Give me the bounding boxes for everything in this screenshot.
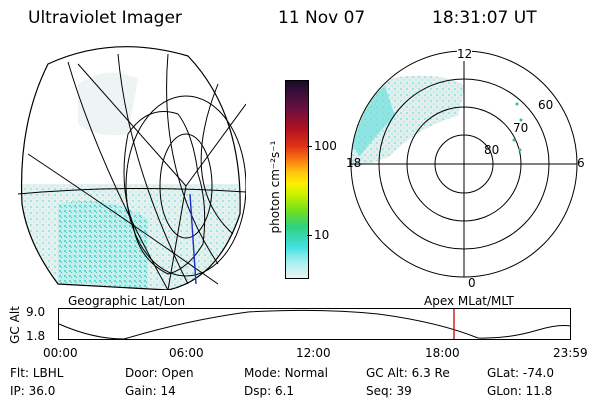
mode-value: Normal [284, 366, 328, 380]
status-mode: Mode: Normal [244, 366, 328, 380]
gcalt-value: 6.3 Re [411, 366, 450, 380]
glat-label: GLat: [487, 366, 520, 380]
status-glon: GLon: 11.8 [487, 384, 552, 398]
colorbar-label-100: 100 [314, 139, 337, 153]
colorbar-label-10: 10 [314, 228, 330, 242]
status-flt: Flt: LBHL [10, 366, 63, 380]
gain-value: 14 [160, 384, 176, 398]
antarctica-outline [123, 111, 206, 275]
flt-label: Flt: [10, 366, 29, 380]
seq-value: 39 [396, 384, 412, 398]
alt-xtick-0600: 06:00 [169, 346, 204, 360]
alt-ytick-9: 9.0 [26, 305, 46, 319]
mlat-label-80: 80 [484, 143, 500, 157]
colorbar-tick-10 [307, 235, 312, 236]
dsp-value: 6.1 [274, 384, 295, 398]
ip-label: IP: [10, 384, 25, 398]
colorbar-tick-100 [307, 146, 312, 147]
date-label: 11 Nov 07 [278, 8, 366, 28]
altitude-plot [58, 308, 572, 340]
door-label: Door: [125, 366, 158, 380]
mlat-label-70: 70 [513, 121, 529, 135]
mode-label: Mode: [244, 366, 281, 380]
glon-value: 11.8 [525, 384, 553, 398]
ip-value: 36.0 [28, 384, 56, 398]
mlat-label-60: 60 [538, 98, 554, 112]
mlt-label-12: 12 [457, 47, 473, 61]
dsp-label: Dsp: [244, 384, 272, 398]
colorbar-unit: photon cm⁻²s⁻¹ [268, 140, 282, 234]
alt-ylabel: GC Alt [7, 306, 22, 344]
glat-value: -74.0 [522, 366, 554, 380]
mlt-label-18: 18 [346, 156, 362, 170]
time-label: 18:31:07 UT [432, 8, 537, 28]
alt-xtick-1200: 12:00 [296, 346, 331, 360]
mlt-label-0: 0 [468, 276, 476, 290]
status-gcalt: GC Alt: 6.3 Re [366, 366, 450, 380]
gain-label: Gain: [125, 384, 157, 398]
right-panel-caption: Apex MLat/MLT [424, 294, 514, 308]
status-ip: IP: 36.0 [10, 384, 55, 398]
mlt-label-6: 6 [577, 156, 585, 170]
alt-xtick-0000: 00:00 [43, 346, 78, 360]
geographic-image [18, 46, 246, 290]
alt-ytick-1-8: 1.8 [26, 329, 46, 343]
polar-grid [350, 50, 578, 278]
status-seq: Seq: 39 [366, 384, 412, 398]
seq-label: Seq: [366, 384, 393, 398]
left-panel-caption: Geographic Lat/Lon [68, 294, 186, 308]
door-value: Open [161, 366, 194, 380]
status-gain: Gain: 14 [125, 384, 176, 398]
status-door: Door: Open [125, 366, 194, 380]
status-glat: GLat: -74.0 [487, 366, 554, 380]
status-dsp: Dsp: 6.1 [244, 384, 294, 398]
polar-dots [512, 102, 523, 152]
gcalt-label: GC Alt: [366, 366, 408, 380]
polar-plot [350, 50, 578, 278]
instrument-title: Ultraviolet Imager [28, 8, 182, 28]
lat-lon-grid [18, 46, 246, 290]
alt-xtick-1800: 18:00 [425, 346, 460, 360]
colorbar [285, 80, 309, 279]
altitude-curve [58, 309, 572, 340]
glon-label: GLon: [487, 384, 522, 398]
alt-xtick-2359: 23:59 [553, 346, 588, 360]
flt-value: LBHL [32, 366, 64, 380]
meridian-line [189, 193, 197, 285]
